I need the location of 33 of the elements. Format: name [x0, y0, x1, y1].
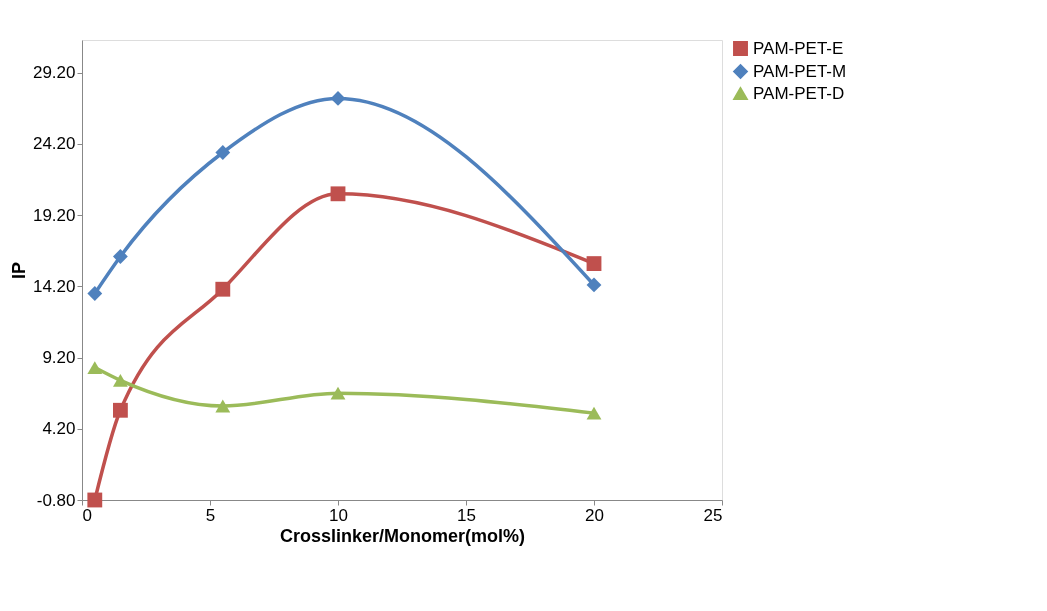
x-tick-label: 0: [82, 505, 92, 525]
point: [87, 361, 103, 374]
point: [87, 492, 103, 508]
x-tick-label: 25: [703, 505, 723, 525]
point: [586, 256, 602, 272]
point: [215, 281, 231, 297]
x-axis-title: Crosslinker/Monomer(mol%): [279, 525, 526, 546]
y-tick-label: 14.20: [32, 276, 76, 296]
y-tick-label: 4.20: [42, 419, 76, 439]
point: [87, 286, 103, 301]
point: [586, 406, 602, 420]
legend-label: PAM-PET-E: [753, 38, 844, 58]
x-tick-label: 5: [205, 505, 216, 525]
point: [112, 249, 128, 264]
point: [215, 145, 231, 160]
y-tick-label: 19.20: [32, 205, 76, 225]
point: [586, 277, 602, 293]
legend-label: PAM-PET-M: [753, 61, 847, 81]
y-tick-label: 29.20: [32, 63, 76, 83]
x-tick-label: 15: [457, 505, 476, 525]
x-tick-label: 10: [329, 505, 348, 525]
y-axis-title: IP: [8, 261, 29, 280]
point: [330, 186, 346, 202]
x-tick-label: 20: [585, 505, 604, 525]
legend-label: PAM-PET-D: [753, 83, 845, 103]
point: [112, 373, 128, 387]
point: [112, 402, 128, 418]
y-tick-label: -0.80: [36, 490, 76, 510]
y-tick-label: 9.20: [42, 348, 76, 368]
point: [330, 90, 346, 106]
point: [330, 386, 346, 400]
y-tick-label: 24.20: [32, 134, 76, 154]
point: [215, 399, 231, 413]
